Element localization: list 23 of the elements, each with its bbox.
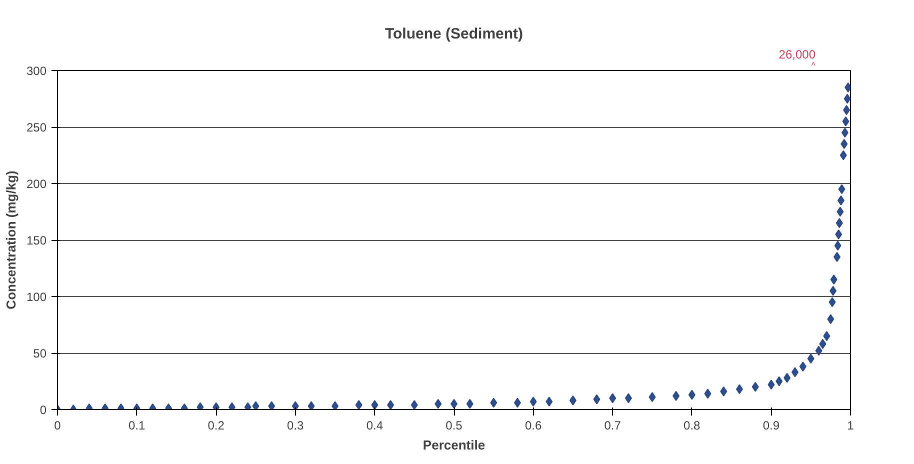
y-axis-title: Concentration (mg/kg)	[3, 170, 18, 310]
x-tick-label: 1	[847, 418, 854, 432]
text: ^	[811, 60, 816, 70]
y-tick-label: 250	[26, 120, 47, 134]
chart-title: Toluene (Sediment)	[384, 26, 524, 42]
x-tick-label: 0.7	[604, 418, 622, 432]
y-tick-label: 200	[26, 177, 47, 191]
text: 26,000	[778, 48, 816, 62]
x-axis-title: Percentile	[422, 438, 486, 452]
y-tick-label: 0	[40, 403, 47, 417]
x-tick-label: 0.8	[684, 418, 701, 432]
y-tick-label: 300	[26, 64, 47, 78]
x-tick-label: 0.9	[762, 418, 780, 432]
x-tick-label: 0.1	[128, 418, 146, 432]
y-tick-label: 100	[26, 290, 47, 304]
x-tick-label: 0.5	[446, 418, 463, 432]
x-tick-label: 0.3	[287, 418, 304, 432]
x-tick-label: 0.4	[366, 418, 384, 432]
y-tick-label: 50	[33, 346, 47, 360]
x-tick-label: 0.6	[524, 418, 542, 432]
x-tick-label: 0	[54, 418, 62, 432]
x-tick-label: 0.2	[208, 418, 225, 432]
y-tick-label: 150	[26, 234, 47, 248]
